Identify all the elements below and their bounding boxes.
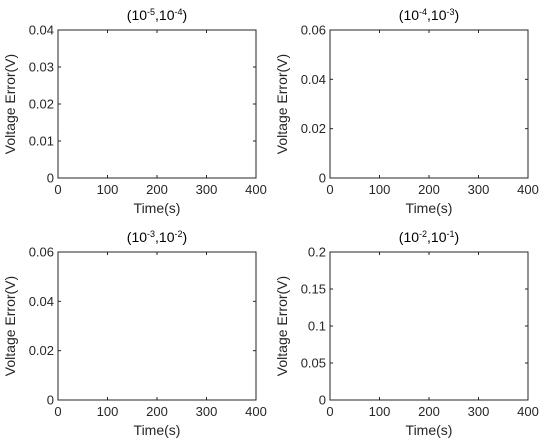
x-tick-label: 400 bbox=[245, 182, 267, 197]
y-tick-label: 0.02 bbox=[29, 97, 54, 112]
x-tick-label: 100 bbox=[97, 182, 119, 197]
chart-title: (10-5,10-4) bbox=[127, 7, 187, 23]
title-text-part: ) bbox=[183, 229, 188, 245]
title-text-part: (10 bbox=[127, 229, 147, 245]
title-exponent: -2 bbox=[175, 229, 183, 239]
x-tick-label: 200 bbox=[418, 404, 440, 419]
title-text-part: ,10 bbox=[155, 7, 175, 23]
y-tick-label: 0 bbox=[319, 393, 326, 408]
axes-frame bbox=[57, 29, 257, 179]
y-tick-label: 0.01 bbox=[29, 134, 54, 149]
x-tick-label: 0 bbox=[326, 404, 333, 419]
chart-title: (10-3,10-2) bbox=[127, 229, 187, 245]
title-text-part: (10 bbox=[399, 229, 419, 245]
x-tick-label: 100 bbox=[97, 404, 119, 419]
y-tick-label: 0 bbox=[47, 171, 54, 186]
y-axis-label: Voltage Error(V) bbox=[274, 276, 290, 376]
x-tick-label: 400 bbox=[517, 182, 539, 197]
y-axis-label: Voltage Error(V) bbox=[2, 54, 18, 154]
subplot-4: 0 100 200 300 400 0 0.05 0.1 0.15 0.2 Time(s) Volta… bbox=[274, 229, 539, 438]
x-axis-label: Time(s) bbox=[134, 200, 181, 216]
x-tick-label: 200 bbox=[146, 404, 168, 419]
y-tick-label: 0.06 bbox=[301, 23, 326, 38]
chart-title: (10-4,10-3) bbox=[399, 7, 459, 23]
x-axis-label: Time(s) bbox=[134, 422, 181, 438]
x-tick-label: 0 bbox=[326, 182, 333, 197]
y-tick-label: 0.02 bbox=[301, 121, 326, 136]
y-tick-label: 0.2 bbox=[308, 245, 326, 260]
x-tick-label: 0 bbox=[54, 404, 61, 419]
title-exponent: -1 bbox=[447, 229, 455, 239]
subplot-2: 0 100 200 300 400 0 0.02 0.04 0.06 Time(s) Voltage… bbox=[274, 7, 539, 216]
x-tick-label: 100 bbox=[369, 404, 391, 419]
y-tick-label: 0.02 bbox=[29, 343, 54, 358]
x-tick-label: 200 bbox=[146, 182, 168, 197]
x-tick-label: 300 bbox=[468, 182, 490, 197]
y-tick-label: 0.15 bbox=[301, 282, 326, 297]
title-exponent: -3 bbox=[447, 7, 455, 17]
x-axis-label: Time(s) bbox=[406, 200, 453, 216]
title-text-part: ) bbox=[183, 7, 188, 23]
x-axis-label: Time(s) bbox=[406, 422, 453, 438]
title-text-part: ,10 bbox=[427, 229, 447, 245]
title-text-part: (10 bbox=[399, 7, 419, 23]
title-text-part: ) bbox=[455, 7, 460, 23]
y-tick-label: 0.04 bbox=[29, 23, 54, 38]
y-tick-label: 0.03 bbox=[29, 60, 54, 75]
title-exponent: -4 bbox=[175, 7, 183, 17]
x-tick-label: 400 bbox=[517, 404, 539, 419]
x-tick-label: 0 bbox=[54, 182, 61, 197]
title-text-part: ) bbox=[455, 229, 460, 245]
title-exponent: -2 bbox=[419, 229, 427, 239]
x-tick-label: 300 bbox=[196, 182, 218, 197]
y-tick-label: 0 bbox=[319, 171, 326, 186]
subplot-1: 0 100 200 300 400 0 0.01 0.02 0.03 0.04 Time(s) Vol… bbox=[2, 7, 267, 216]
title-exponent: -3 bbox=[147, 229, 155, 239]
chart-title: (10-2,10-1) bbox=[399, 229, 459, 245]
x-tick-label: 400 bbox=[245, 404, 267, 419]
axes-frame bbox=[329, 29, 529, 179]
title-exponent: -5 bbox=[147, 7, 155, 17]
y-tick-label: 0.04 bbox=[301, 72, 326, 87]
title-exponent: -4 bbox=[419, 7, 427, 17]
axes-frame bbox=[57, 251, 257, 401]
x-tick-label: 100 bbox=[369, 182, 391, 197]
y-axis-label: Voltage Error(V) bbox=[274, 54, 290, 154]
y-tick-label: 0.06 bbox=[29, 245, 54, 260]
y-axis-label: Voltage Error(V) bbox=[2, 276, 18, 376]
axes-frame bbox=[329, 251, 529, 401]
y-tick-label: 0.04 bbox=[29, 294, 54, 309]
x-tick-label: 300 bbox=[196, 404, 218, 419]
title-text-part: ,10 bbox=[427, 7, 447, 23]
y-tick-label: 0.1 bbox=[308, 319, 326, 334]
x-tick-label: 300 bbox=[468, 404, 490, 419]
y-tick-label: 0 bbox=[47, 393, 54, 408]
x-tick-label: 200 bbox=[418, 182, 440, 197]
y-tick-label: 0.05 bbox=[301, 356, 326, 371]
title-text-part: (10 bbox=[127, 7, 147, 23]
subplot-3: 0 100 200 300 400 0 0.02 0.04 0.06 Time(s) Voltage… bbox=[2, 229, 267, 438]
title-text-part: ,10 bbox=[155, 229, 175, 245]
